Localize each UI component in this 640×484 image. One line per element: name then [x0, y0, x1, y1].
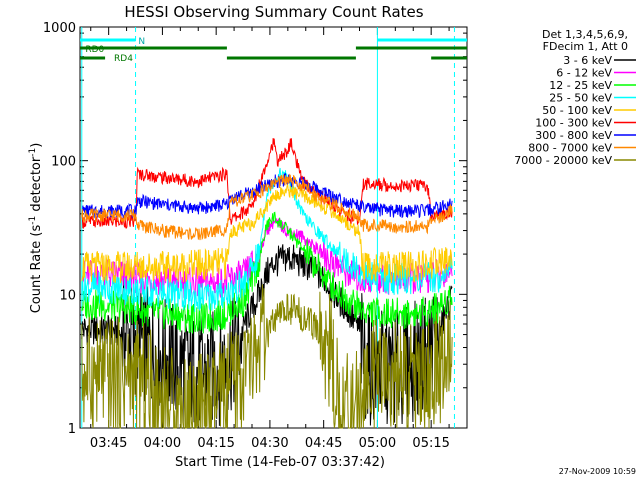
legend-label: 3 - 6 keV	[563, 54, 612, 67]
y-tick-label: 100	[51, 155, 76, 170]
y-axis-label-mid: detector	[29, 156, 44, 216]
plot-area: 1 10 100 1000 03:45 04:00 04:15 04:30 04:45 05:00…	[43, 21, 468, 451]
y-tick-label: 1	[68, 422, 76, 437]
y-axis-label-end: )	[29, 143, 44, 148]
flag-label-n: N	[138, 37, 145, 47]
y-tick-label: 10	[59, 288, 76, 303]
legend-header-1: Det 1,3,4,5,6,9,	[542, 28, 628, 41]
y-axis-label-sup1: -1	[28, 216, 38, 225]
x-tick-label: 04:00	[144, 436, 181, 451]
series-line	[81, 182, 453, 283]
series-line	[81, 173, 453, 241]
x-axis-label: Start Time (14-Feb-07 03:37:42)	[175, 455, 385, 470]
x-tick-label: 03:45	[90, 436, 127, 451]
legend-label: 25 - 50 keV	[549, 92, 612, 105]
flag-label-rd0: RD0	[85, 45, 104, 55]
series-line	[81, 138, 453, 229]
plot-frame	[79, 26, 468, 429]
legend-label: 300 - 800 keV	[535, 129, 612, 142]
y-axis-label-sup2: -1	[28, 148, 38, 157]
series-line	[81, 167, 453, 313]
y-axis-label-main: Count Rate (s	[29, 225, 44, 314]
x-tick-label: 05:00	[359, 436, 396, 451]
legend-label: 800 - 7000 keV	[528, 142, 612, 155]
series-line	[81, 284, 453, 430]
x-tick-label: 05:15	[412, 436, 449, 451]
legend-label: 50 - 100 keV	[542, 104, 612, 117]
footer-timestamp: 27-Nov-2009 10:59	[559, 467, 636, 476]
legend-label: 7000 - 20000 keV	[514, 154, 612, 167]
series-line	[81, 211, 453, 334]
x-tick-label: 04:15	[197, 436, 234, 451]
y-axis-label: Count Rate (s-1 detector-1)	[28, 143, 44, 314]
legend-label: 12 - 25 keV	[549, 79, 612, 92]
legend: Det 1,3,4,5,6,9, FDecim 1, Att 0 3 - 6 k…	[514, 28, 636, 167]
legend-label: 6 - 12 keV	[556, 67, 612, 80]
legend-label: 100 - 300 keV	[535, 117, 612, 130]
flag-label-rd4: RD4	[114, 54, 133, 64]
chart-title: HESSI Observing Summary Count Rates	[124, 3, 423, 21]
y-tick-label: 1000	[43, 21, 76, 36]
legend-header-2: FDecim 1, Att 0	[543, 40, 628, 53]
x-tick-label: 04:45	[305, 436, 342, 451]
x-tick-label: 04:30	[251, 436, 288, 451]
